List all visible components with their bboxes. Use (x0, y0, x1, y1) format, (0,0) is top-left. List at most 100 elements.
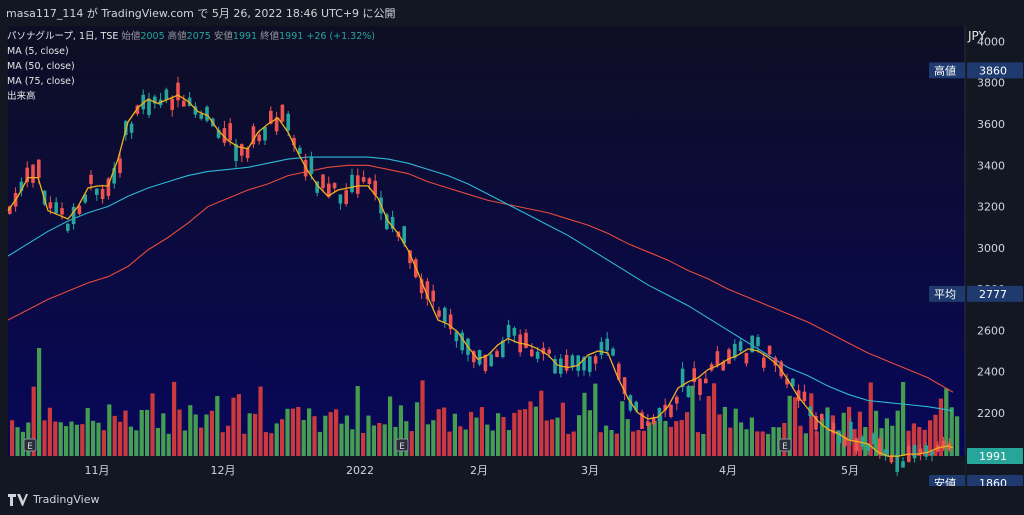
volume-bar (560, 402, 565, 456)
volume-bar (242, 433, 247, 456)
volume-bar (620, 401, 625, 456)
candle-body (924, 445, 928, 457)
candle-body (95, 188, 99, 195)
tradingview-logo[interactable]: TradingView (8, 493, 99, 506)
x-tick-label: 2月 (470, 464, 488, 477)
volume-bar (685, 412, 690, 456)
volume-bar (74, 424, 79, 456)
volume-bar (447, 431, 452, 456)
candle-body (48, 202, 53, 209)
candle-body (889, 455, 894, 463)
candle-body (709, 364, 714, 371)
candle-body (245, 148, 250, 159)
volume-bar (479, 407, 484, 456)
candle-body (176, 82, 180, 101)
y-tick-label: 2200 (977, 407, 1005, 420)
candle-body (564, 354, 569, 371)
candle-body (77, 205, 82, 214)
volume-bar (139, 409, 144, 456)
legend-high-value: 2075 (186, 31, 211, 42)
volume-bar (182, 430, 187, 456)
currency-label[interactable]: JPY (968, 29, 986, 43)
candle-body (472, 351, 476, 363)
volume-bar (361, 433, 366, 456)
legend-ma50[interactable]: MA (50, close) (7, 61, 75, 72)
volume-bar (10, 420, 15, 456)
legend-low-label: 安値 (213, 31, 233, 42)
candle-body (135, 105, 140, 114)
legend-volume[interactable]: 出来高 (7, 91, 36, 102)
volume-bar (717, 414, 722, 456)
volume-bar (469, 411, 474, 456)
volume-bar (118, 421, 123, 456)
volume-bar (793, 397, 798, 456)
volume-bar (868, 382, 873, 456)
volume-bar (604, 425, 609, 456)
volume-bar (193, 414, 198, 456)
candle-body (153, 96, 157, 104)
volume-bar (501, 416, 506, 456)
candle-body (883, 449, 888, 457)
y-tick-label: 3200 (977, 201, 1005, 214)
candle-body (31, 164, 35, 183)
legend-ma75[interactable]: MA (75, close) (7, 76, 75, 87)
price-tag-value: 2777 (979, 288, 1007, 301)
candle-body (19, 181, 24, 191)
legend-open-value: 2005 (140, 31, 165, 42)
candle-body (100, 188, 105, 200)
candle-body (506, 324, 511, 338)
legend-close-label: 終値 (260, 31, 280, 42)
volume-bar (820, 418, 825, 456)
volume-bar (371, 425, 376, 456)
legend-symbol[interactable]: パソナグループ, 1日, TSE (7, 31, 119, 42)
volume-bar (874, 410, 879, 456)
volume-bar (312, 416, 317, 456)
earnings-marker (778, 438, 792, 452)
candle-body (872, 433, 876, 445)
legend-ma5[interactable]: MA (5, close) (7, 46, 69, 57)
candle-body (762, 357, 766, 368)
candle-body (820, 414, 824, 421)
volume-bar (15, 427, 20, 456)
volume-bar (949, 407, 954, 456)
candle-body (234, 144, 238, 161)
volume-bar (911, 423, 916, 456)
candle-body (669, 404, 673, 418)
volume-bar (328, 412, 333, 456)
volume-bar (641, 430, 646, 456)
candle-body (646, 421, 650, 426)
volume-bar (490, 430, 495, 456)
volume-bar (955, 416, 960, 456)
y-tick-label: 3400 (977, 159, 1005, 172)
volume-bar (172, 381, 177, 456)
candle-body (332, 183, 337, 189)
candle-body (141, 94, 145, 110)
candle-body (25, 167, 29, 183)
volume-bar (571, 431, 576, 456)
candle-body (83, 194, 87, 203)
candle-body (309, 157, 314, 174)
volume-bar (145, 409, 150, 456)
candle-body (182, 100, 186, 107)
y-tick-label: 3000 (977, 242, 1005, 255)
volume-bar (323, 415, 328, 456)
price-tag-value-box (967, 285, 1023, 302)
candle-body (443, 307, 447, 323)
legend-low-value: 1991 (232, 31, 258, 42)
x-tick-label: 11月 (85, 464, 110, 477)
volume-bar (220, 432, 225, 456)
candle-body (512, 327, 517, 336)
volume-bar (901, 382, 906, 456)
candle-body (89, 174, 93, 185)
candle-body (593, 356, 598, 364)
candle-body (60, 208, 64, 215)
volume-bar (101, 430, 106, 456)
price-tag-label: 高値 (934, 63, 956, 77)
candle-body (727, 349, 731, 364)
price-tag-value: 3860 (979, 64, 1007, 77)
price-axis (965, 26, 1024, 486)
candle-body (286, 113, 290, 131)
candle-body (269, 110, 273, 124)
candle-body (373, 180, 377, 195)
